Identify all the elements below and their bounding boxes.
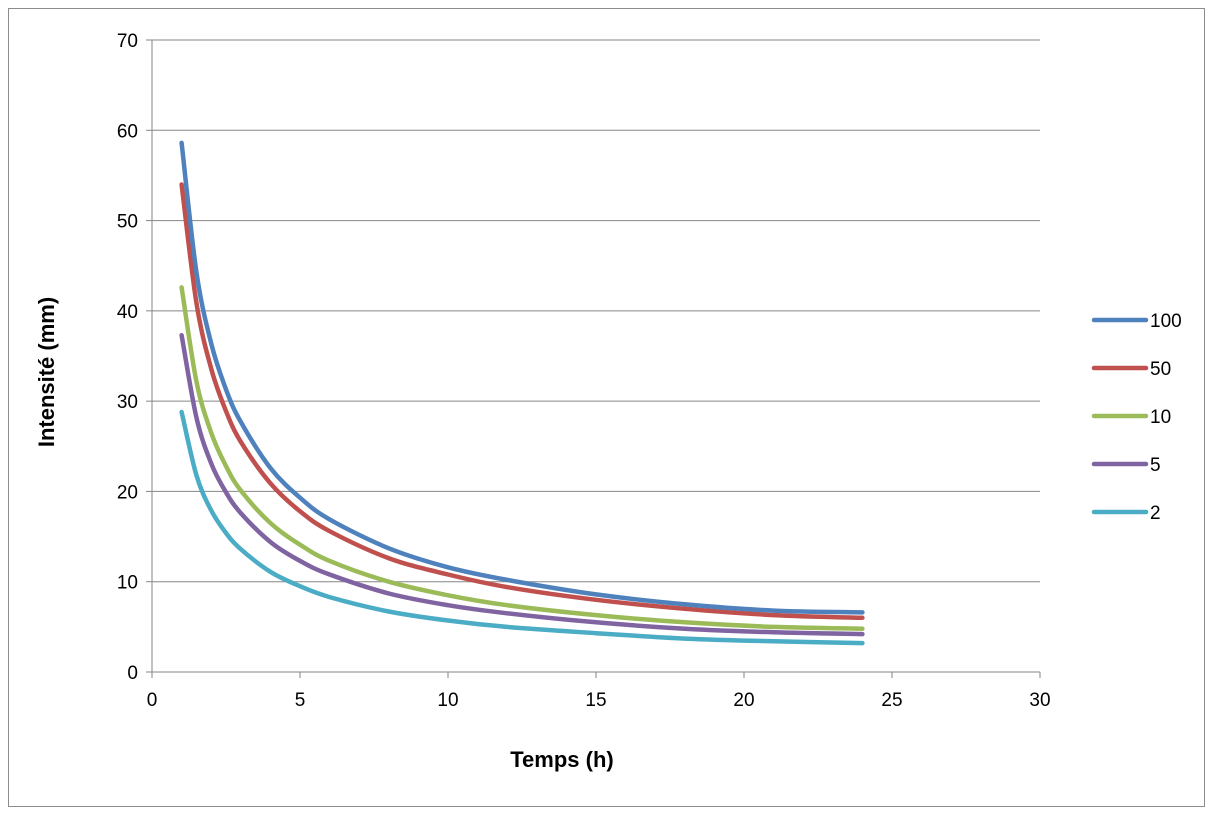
chart-frame <box>8 8 1205 807</box>
series-line-2 <box>179 409 865 646</box>
legend-label-2: 2 <box>1150 503 1161 524</box>
legend-label-5: 5 <box>1150 455 1161 476</box>
series-line-10 <box>179 285 865 631</box>
y-tick-label: 10 <box>117 573 138 594</box>
axes <box>146 39 1041 678</box>
series-lines <box>179 140 865 646</box>
x-tick-label: 25 <box>881 690 902 711</box>
x-tick-label: 15 <box>585 690 606 711</box>
series-line-5 <box>179 332 865 637</box>
x-tick-label: 5 <box>295 690 306 711</box>
x-axis-title: Temps (h) <box>510 747 613 772</box>
legend: 100 50 10 5 2 <box>1091 311 1182 524</box>
gridlines <box>152 39 1040 583</box>
y-tick-label: 40 <box>117 302 138 323</box>
legend-label-100: 100 <box>1150 311 1182 332</box>
y-tick-label: 20 <box>117 482 138 503</box>
y-tick-label: 70 <box>117 31 138 52</box>
x-tick-label: 0 <box>147 690 158 711</box>
legend-label-10: 10 <box>1150 407 1171 428</box>
y-tick-label: 50 <box>117 212 138 233</box>
tick-labels: 0 10 20 30 40 50 60 70 0 5 10 15 20 25 30 <box>117 31 1051 711</box>
x-tick-label: 20 <box>733 690 754 711</box>
series-line-100 <box>179 140 865 615</box>
y-tick-label: 30 <box>117 392 138 413</box>
x-tick-label: 30 <box>1029 690 1050 711</box>
y-tick-label: 60 <box>117 121 138 142</box>
y-tick-label: 0 <box>127 663 138 684</box>
x-tick-label: 10 <box>437 690 458 711</box>
series-line-50 <box>179 182 865 621</box>
y-axis-title: Intensité (mm) <box>34 297 59 447</box>
legend-label-50: 50 <box>1150 359 1171 380</box>
